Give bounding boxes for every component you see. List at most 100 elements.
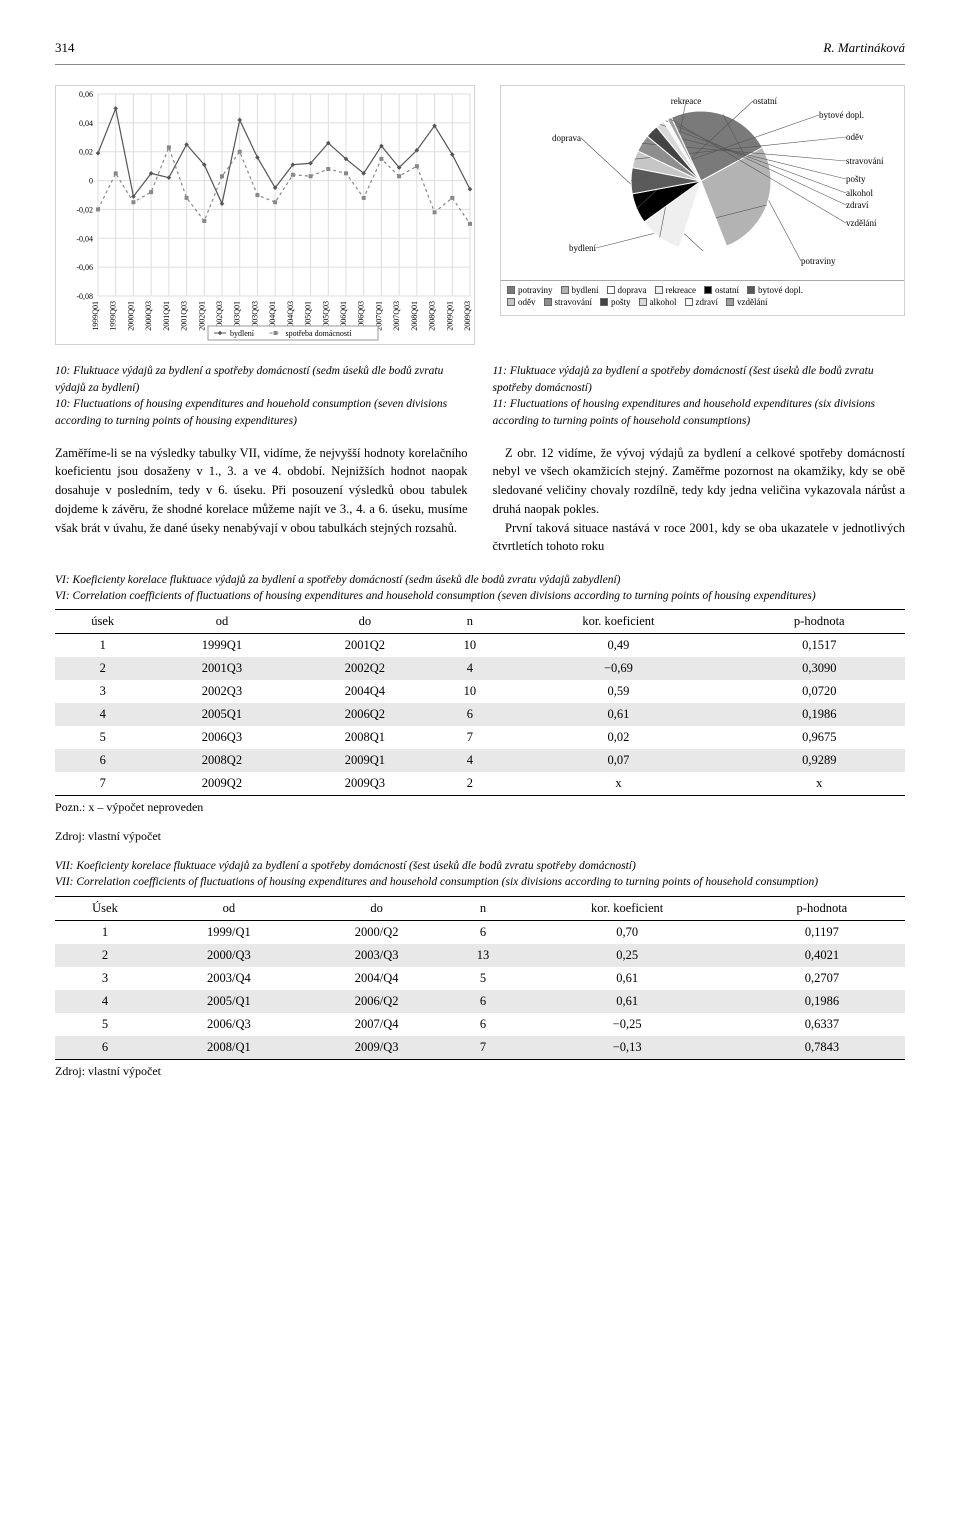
table-row: 32002Q32004Q4100,590,0720 bbox=[55, 680, 905, 703]
table-cell: 2009/Q3 bbox=[303, 1036, 451, 1060]
table-cell: 2 bbox=[55, 944, 155, 967]
svg-text:0,02: 0,02 bbox=[79, 148, 93, 157]
table-cell: 2009Q3 bbox=[293, 772, 436, 796]
svg-text:-0,02: -0,02 bbox=[76, 205, 93, 214]
table-cell: 0,02 bbox=[503, 726, 733, 749]
legend-label: oděv bbox=[518, 297, 536, 307]
table-cell: 6 bbox=[55, 1036, 155, 1060]
svg-text:2001Q03: 2001Q03 bbox=[180, 301, 189, 331]
table-row: 11999/Q12000/Q260,700,1197 bbox=[55, 920, 905, 944]
legend-swatch bbox=[704, 286, 712, 294]
table6-note2: Zdroj: vlastní výpočet bbox=[55, 829, 905, 844]
svg-text:0: 0 bbox=[89, 177, 93, 186]
table-header-cell: Úsek bbox=[55, 896, 155, 920]
legend-swatch bbox=[685, 298, 693, 306]
table-cell: 0,9675 bbox=[734, 726, 905, 749]
table-header-cell: n bbox=[436, 610, 503, 634]
table-cell: 0,4021 bbox=[739, 944, 905, 967]
table-row: 42005/Q12006/Q260,610,1986 bbox=[55, 990, 905, 1013]
legend-label: potraviny bbox=[518, 285, 553, 295]
svg-text:pošty: pošty bbox=[846, 174, 866, 184]
table-row: 72009Q22009Q32xx bbox=[55, 772, 905, 796]
svg-text:2009Q03: 2009Q03 bbox=[463, 301, 472, 331]
legend-swatch bbox=[507, 286, 515, 294]
legend-label: pošty bbox=[611, 297, 631, 307]
pie-legend-item: ostatní bbox=[704, 285, 739, 295]
table-cell: 2000/Q2 bbox=[303, 920, 451, 944]
page-header: 314 R. Martináková bbox=[55, 40, 905, 56]
table-header-cell: p-hodnota bbox=[739, 896, 905, 920]
table-cell: 13 bbox=[451, 944, 516, 967]
svg-text:-0,06: -0,06 bbox=[76, 263, 93, 272]
pie-legend-item: alkohol bbox=[639, 297, 677, 307]
table-cell: 2000/Q3 bbox=[155, 944, 303, 967]
table7-note: Zdroj: vlastní výpočet bbox=[55, 1064, 905, 1079]
caption-right-cz: 11: Fluktuace výdajů za bydlení a spotře… bbox=[493, 365, 874, 394]
table-header-cell: n bbox=[451, 896, 516, 920]
table-header-cell: od bbox=[155, 896, 303, 920]
table-cell: 4 bbox=[436, 657, 503, 680]
table-cell: 5 bbox=[451, 967, 516, 990]
legend-label: stravování bbox=[555, 297, 593, 307]
table-cell: 0,1197 bbox=[739, 920, 905, 944]
svg-text:0,04: 0,04 bbox=[79, 119, 93, 128]
pie-chart-svg: potravinybydlenídopravarekreaceostatníby… bbox=[501, 86, 906, 276]
table-cell: 7 bbox=[436, 726, 503, 749]
table-cell: 2008/Q1 bbox=[155, 1036, 303, 1060]
table-row: 62008/Q12009/Q37−0,130,7843 bbox=[55, 1036, 905, 1060]
svg-text:doprava: doprava bbox=[552, 133, 581, 143]
table6-note1: Pozn.: x – výpočet neproveden bbox=[55, 800, 905, 815]
table-cell: 4 bbox=[436, 749, 503, 772]
pie-legend-item: potraviny bbox=[507, 285, 553, 295]
svg-text:ostatní: ostatní bbox=[753, 96, 777, 106]
table-cell: 0,61 bbox=[516, 990, 739, 1013]
legend-label: rekreace bbox=[666, 285, 696, 295]
pie-legend-item: stravování bbox=[544, 297, 593, 307]
pie-legend-item: pošty bbox=[600, 297, 631, 307]
table-cell: 0,9289 bbox=[734, 749, 905, 772]
table-cell: 6 bbox=[436, 703, 503, 726]
table-cell: 2 bbox=[436, 772, 503, 796]
svg-text:vzdělání: vzdělání bbox=[846, 218, 877, 228]
header-rule bbox=[55, 64, 905, 65]
pie-legend-item: vzdělání bbox=[726, 297, 768, 307]
svg-text:bydlení: bydlení bbox=[569, 243, 596, 253]
table7-caption: VII: Koeficienty korelace fluktuace výda… bbox=[55, 858, 905, 890]
table-header-cell: do bbox=[303, 896, 451, 920]
author-name: R. Martináková bbox=[823, 40, 905, 56]
page-number: 314 bbox=[55, 40, 75, 56]
table7-caption-cz: VII: Koeficienty korelace fluktuace výda… bbox=[55, 860, 636, 872]
legend-swatch bbox=[655, 286, 663, 294]
table-row: 11999Q12001Q2100,490,1517 bbox=[55, 634, 905, 658]
table-cell: 0,1517 bbox=[734, 634, 905, 658]
svg-text:-0,04: -0,04 bbox=[76, 234, 93, 243]
table-cell: 6 bbox=[55, 749, 150, 772]
table-cell: 1 bbox=[55, 920, 155, 944]
pie-legend-item: bydlení bbox=[561, 285, 599, 295]
legend-swatch bbox=[726, 298, 734, 306]
table-cell: 0,1986 bbox=[739, 990, 905, 1013]
svg-text:2002Q01: 2002Q01 bbox=[197, 301, 206, 331]
table-cell: 0,6337 bbox=[739, 1013, 905, 1036]
table-cell: 0,25 bbox=[516, 944, 739, 967]
body-left-p1: Zaměříme-li se na výsledky tabulky VII, … bbox=[55, 444, 468, 538]
body-right-p2: První taková situace nastává v roce 2001… bbox=[493, 519, 906, 557]
pie-chart-container: potraviny bydlení doprava rekreace ostatní by… bbox=[500, 85, 905, 316]
table-row: 52006/Q32007/Q46−0,250,6337 bbox=[55, 1013, 905, 1036]
legend-swatch bbox=[607, 286, 615, 294]
legend-swatch bbox=[639, 298, 647, 306]
table-header-cell: úsek bbox=[55, 610, 150, 634]
caption-left-cz: 10: Fluktuace výdajů za bydlení a spotře… bbox=[55, 365, 443, 394]
svg-text:stravování: stravování bbox=[846, 156, 884, 166]
svg-text:bytové dopl.: bytové dopl. bbox=[819, 110, 864, 120]
legend-label: ostatní bbox=[715, 285, 739, 295]
table-header-cell: kor. koeficient bbox=[503, 610, 733, 634]
table6-caption-cz: VI: Koeficienty korelace fluktuace výdaj… bbox=[55, 574, 620, 586]
legend-label: doprava bbox=[618, 285, 647, 295]
svg-text:2009Q01: 2009Q01 bbox=[445, 301, 454, 331]
pie-legend: potravinybydlenídopravarekreaceostatníby… bbox=[501, 280, 904, 315]
table-cell: 3 bbox=[55, 967, 155, 990]
legend-label: alkohol bbox=[650, 297, 677, 307]
table-cell: 2004Q4 bbox=[293, 680, 436, 703]
table-cell: 6 bbox=[451, 1013, 516, 1036]
